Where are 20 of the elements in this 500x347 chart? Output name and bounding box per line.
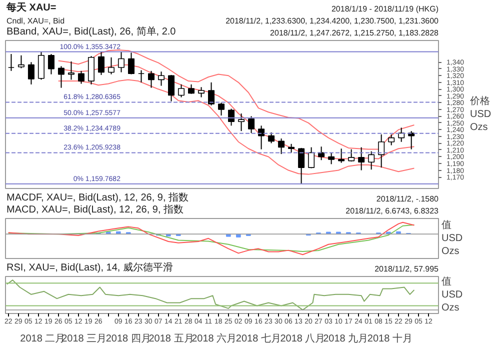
x2-tick-label: 2018 十月 (367, 332, 412, 344)
text: Cndl, XAU=, Bid (6, 16, 65, 26)
text: BBand, XAU=, Bid(Last), 26, 简单, 2.0 (6, 26, 176, 38)
y-axis-title: 值 USD Ozs (442, 276, 463, 314)
y-axis-title: 价格 USD Ozs (469, 94, 492, 134)
chart-title: 每天 XAU= (6, 2, 56, 14)
y-axis-title: 值 USD Ozs (442, 220, 463, 258)
text: RSI, XAU=, Bid(Last), 14, 威尔德平滑 (6, 262, 173, 274)
text: 2018/11/2, 1,233.6300, 1,234.4200, 1,230.7500, 1,231.3600 (226, 16, 440, 26)
text: 2018/11/2, -.1580 (376, 194, 440, 204)
x2-tick-label: 2018 九月 (323, 332, 368, 344)
x2-tick-label: 2018 七月 (236, 332, 281, 344)
text: MACD, XAU=, Bid(Last), 12, 26, 9, 指数 (6, 204, 184, 216)
text: 2018/11/2, 1,247.2672, 1,215.2750, 1,183.2828 (270, 28, 440, 38)
x2-tick-label: 2018 六月 (192, 332, 237, 344)
text: 2018/11/2, 6.6743, 6.8323 (346, 206, 440, 216)
x2-tick-label: 2018 三月 (62, 334, 107, 344)
text: 2018/11/2, 57.995 (374, 264, 440, 274)
text: MACDF, XAU=, Bid(Last), 12, 26, 9, 指数 (6, 192, 189, 204)
text: 2018/1/19 - 2018/11/19 (HKG) (331, 4, 439, 14)
